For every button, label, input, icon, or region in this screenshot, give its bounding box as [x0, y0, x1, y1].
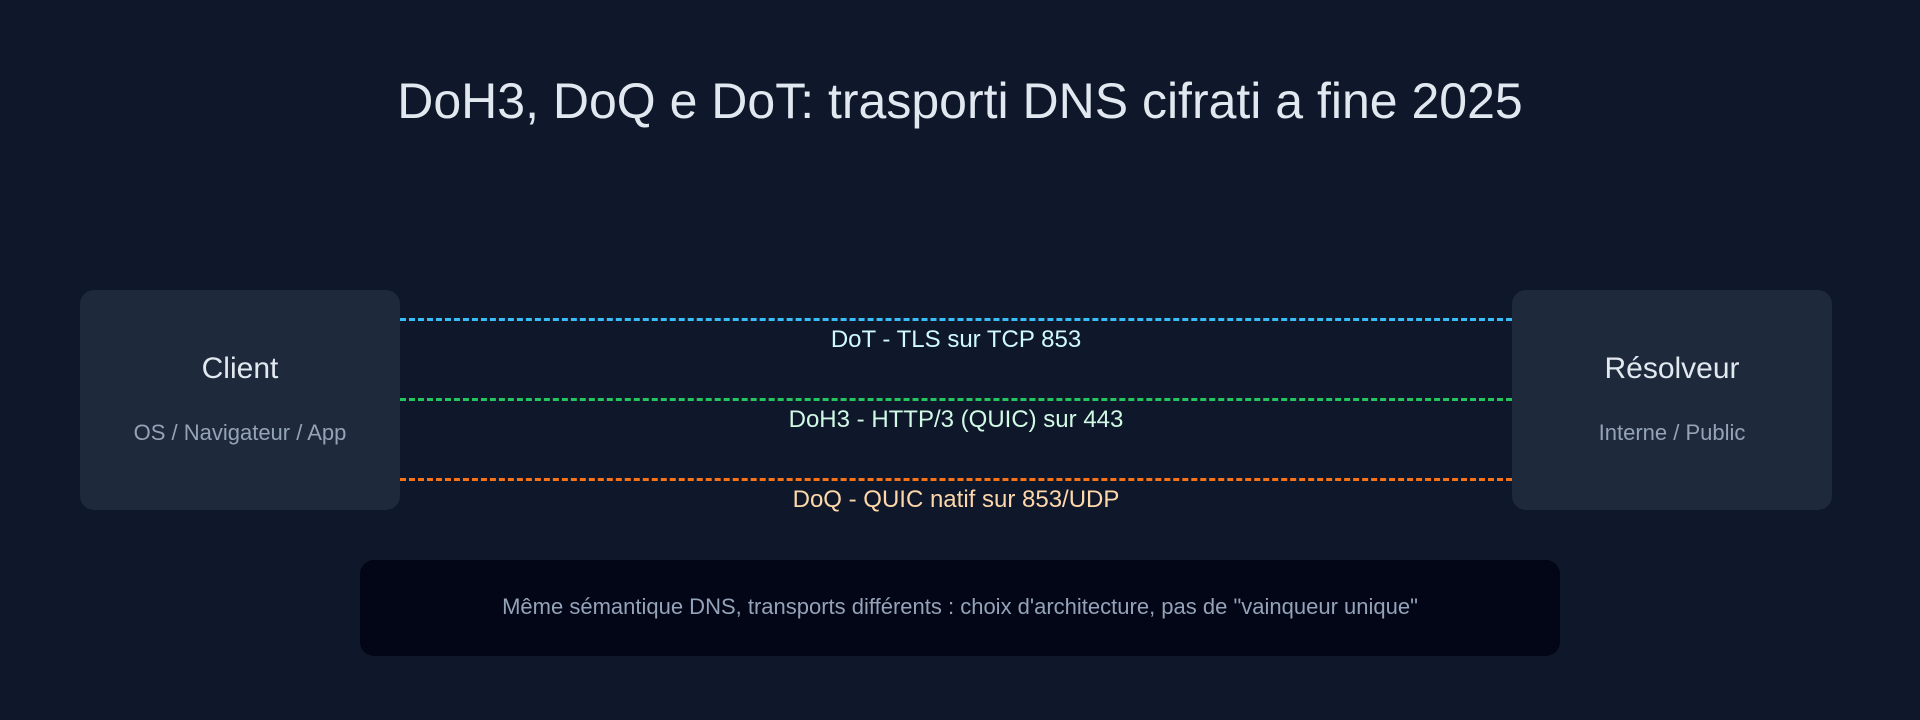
resolver-subtitle: Interne / Public	[1598, 420, 1746, 445]
doh3-link-line	[400, 398, 1512, 401]
doq-link-line	[400, 478, 1512, 481]
resolver-name: Résolveur	[1604, 352, 1740, 385]
doq-link-label: DoQ - QUIC natif sur 853/UDP	[792, 486, 1120, 513]
client-name: Client	[201, 352, 279, 385]
note-box: Même sémantique DNS, transports différen…	[360, 560, 1560, 656]
client-node: Client OS / Navigateur / App	[80, 290, 400, 510]
diagram-title: DoH3, DoQ e DoT: trasporti DNS cifrati a…	[397, 73, 1523, 129]
dot-link-line	[400, 318, 1512, 321]
note-text: Même sémantique DNS, transports différen…	[502, 594, 1418, 619]
dot-link-label: DoT - TLS sur TCP 853	[830, 326, 1082, 353]
client-subtitle: OS / Navigateur / App	[133, 420, 347, 445]
resolver-node: Résolveur Interne / Public	[1512, 290, 1832, 510]
doh3-link-label: DoH3 - HTTP/3 (QUIC) sur 443	[788, 406, 1124, 433]
